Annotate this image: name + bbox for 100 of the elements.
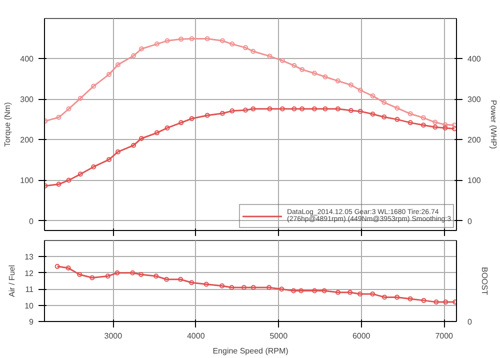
- point: [267, 106, 272, 112]
- point: [90, 275, 95, 280]
- point: [432, 124, 438, 130]
- point: [66, 106, 72, 112]
- point: [115, 149, 120, 154]
- point: [335, 78, 340, 84]
- point: [105, 274, 110, 279]
- y-tick-label: 0: [29, 216, 34, 226]
- point: [164, 38, 170, 44]
- x-tick-label: 7000: [435, 332, 454, 340]
- point: [178, 276, 184, 282]
- point: [335, 106, 340, 112]
- point: [291, 288, 296, 294]
- point: [204, 112, 210, 118]
- point: [138, 272, 144, 278]
- point: [250, 284, 256, 290]
- x-axis-title: Engine Speed (RPM): [212, 346, 289, 356]
- point: [131, 53, 136, 58]
- y-tick-label: 9: [29, 318, 34, 326]
- point: [138, 46, 144, 52]
- y2-tick-label: 200: [468, 136, 482, 145]
- point: [298, 288, 304, 294]
- point: [408, 111, 413, 116]
- point: [154, 130, 160, 136]
- point: [434, 300, 439, 305]
- point: [348, 82, 354, 88]
- point: [243, 45, 248, 50]
- point: [138, 136, 144, 141]
- point: [130, 270, 136, 276]
- point: [443, 300, 448, 305]
- point: [56, 114, 62, 120]
- y-tick-label: 200: [20, 136, 34, 145]
- point: [204, 282, 209, 287]
- point: [442, 122, 448, 128]
- point: [241, 284, 246, 290]
- point: [154, 274, 159, 279]
- point: [312, 106, 317, 112]
- point: [432, 120, 438, 125]
- point: [267, 54, 272, 59]
- point: [408, 296, 413, 302]
- point: [230, 108, 235, 114]
- y-tick-label: 300: [20, 95, 34, 104]
- point: [189, 116, 194, 122]
- point: [292, 106, 297, 112]
- point: [229, 284, 234, 290]
- point: [358, 88, 363, 93]
- point: [106, 72, 112, 77]
- point: [382, 100, 387, 105]
- point: [336, 290, 341, 295]
- point: [322, 288, 327, 294]
- point: [442, 125, 448, 130]
- point: [178, 36, 184, 42]
- point: [91, 164, 96, 170]
- point: [279, 286, 284, 292]
- point: [77, 272, 82, 278]
- point: [280, 106, 285, 112]
- y-tick-label: 100: [20, 176, 34, 186]
- point: [66, 266, 71, 271]
- y-tick-label: 13: [24, 252, 34, 262]
- y2-tick-label: 300: [468, 95, 482, 104]
- y2-tick-label: 0: [468, 216, 472, 226]
- point: [382, 294, 388, 300]
- y-tick-label: 400: [20, 54, 34, 64]
- y-tick-label: 10: [24, 301, 34, 310]
- point: [220, 110, 225, 116]
- point: [348, 290, 353, 295]
- point: [266, 284, 272, 290]
- point: [115, 62, 120, 68]
- point: [189, 36, 194, 42]
- point: [78, 96, 83, 101]
- point: [66, 178, 72, 183]
- point: [382, 114, 387, 120]
- point: [243, 108, 248, 113]
- x-tick-label: 6000: [352, 332, 371, 340]
- point: [189, 280, 194, 286]
- point: [408, 120, 413, 126]
- x-tick-label: 3000: [104, 332, 123, 340]
- point: [300, 106, 305, 112]
- point: [220, 283, 225, 288]
- y2-axis-title: Power (WHP): [488, 100, 498, 150]
- x-tick-label: 4000: [187, 332, 206, 340]
- point: [322, 74, 328, 80]
- point: [394, 116, 400, 122]
- point: [420, 122, 426, 128]
- y-axis-title: Torque (Nm): [3, 102, 12, 147]
- point: [131, 142, 136, 148]
- point: [164, 276, 170, 282]
- x-tick-label: 5000: [270, 332, 288, 340]
- y2-tick-label: 100: [468, 176, 482, 186]
- point: [312, 70, 317, 76]
- text: 0: [468, 318, 472, 326]
- point: [312, 288, 318, 294]
- point: [250, 48, 256, 54]
- point: [178, 120, 184, 126]
- y2-tick-label: 400: [468, 54, 482, 64]
- point: [114, 270, 120, 276]
- y-tick-label: 11: [25, 285, 34, 294]
- point: [250, 106, 256, 112]
- point: [204, 36, 210, 42]
- point: [56, 182, 62, 187]
